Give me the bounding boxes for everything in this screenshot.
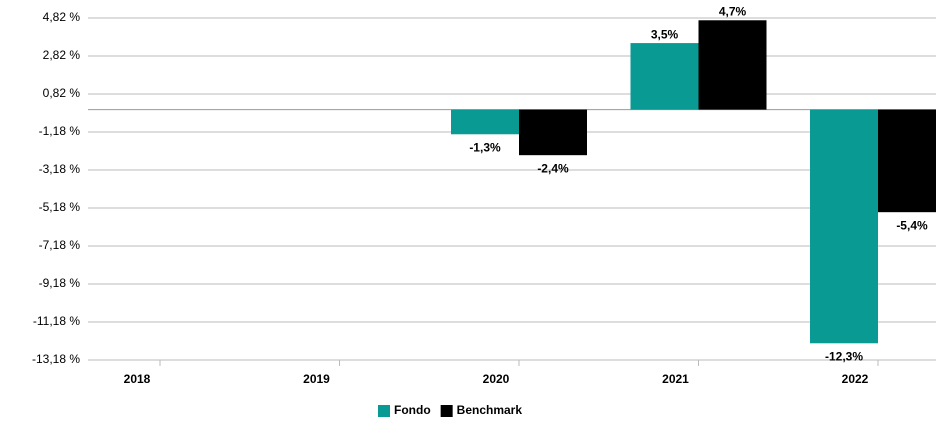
y-tick-label: -9,18 % xyxy=(39,276,81,290)
legend-label: Fondo xyxy=(394,403,431,417)
y-tick-label: 4,82 % xyxy=(43,10,81,24)
y-tick-label: -11,18 % xyxy=(33,314,80,328)
y-tick-label: -5,18 % xyxy=(39,200,81,214)
x-tick-label: 2020 xyxy=(483,372,510,386)
data-label: -2,4% xyxy=(537,161,569,175)
y-tick-label: -1,18 % xyxy=(39,124,81,138)
x-tick-label: 2018 xyxy=(124,372,151,386)
legend-swatch xyxy=(378,405,390,417)
data-label: 4,7% xyxy=(719,4,747,18)
data-label: -12,3% xyxy=(825,349,863,363)
y-tick-label: 0,82 % xyxy=(43,86,81,100)
legend-swatch xyxy=(440,405,453,417)
x-tick-label: 2021 xyxy=(662,372,689,386)
bar xyxy=(519,109,587,156)
bar xyxy=(451,109,519,135)
data-label: -1,3% xyxy=(469,140,501,154)
x-tick-label: 2022 xyxy=(842,372,869,386)
data-label: 3,5% xyxy=(651,27,679,41)
x-tick-label: 2019 xyxy=(303,372,330,386)
y-tick-label: -7,18 % xyxy=(39,238,81,252)
bar xyxy=(630,43,699,110)
bar xyxy=(810,109,878,344)
bar xyxy=(698,20,767,110)
bar xyxy=(878,109,936,213)
y-tick-label: -3,18 % xyxy=(39,162,81,176)
legend-label: Benchmark xyxy=(457,403,523,417)
data-label: -5,4% xyxy=(896,218,928,232)
y-tick-label: 2,82 % xyxy=(43,48,81,62)
y-tick-label: -13,18 % xyxy=(32,352,80,366)
